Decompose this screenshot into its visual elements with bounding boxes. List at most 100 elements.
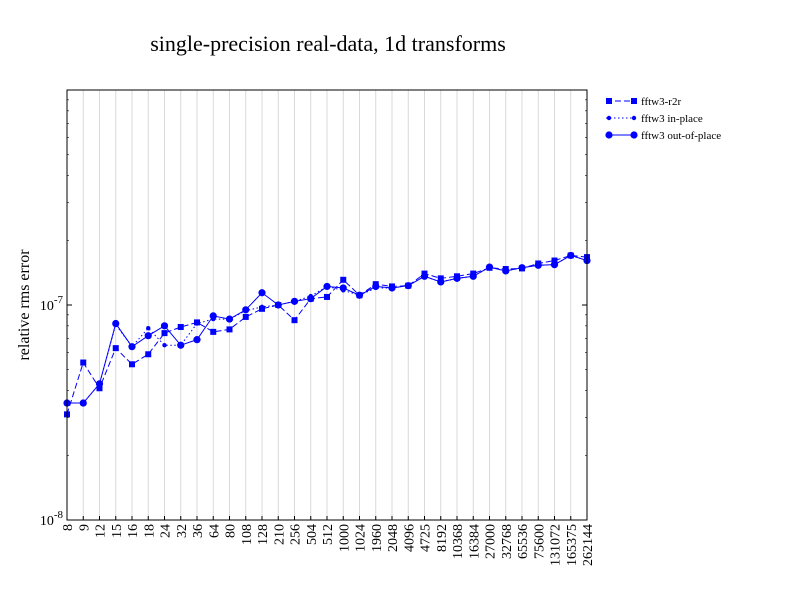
x-tick-label: 128	[256, 524, 271, 545]
data-point	[162, 343, 167, 348]
x-tick-label: 16	[126, 524, 141, 538]
legend-entry: fftw3 out-of-place	[605, 130, 721, 142]
data-point	[80, 359, 87, 366]
data-point	[324, 293, 330, 300]
series-2	[63, 251, 591, 407]
data-point	[161, 330, 168, 337]
data-point	[258, 289, 266, 297]
data-point	[95, 380, 104, 388]
data-series	[63, 251, 591, 418]
data-point	[388, 284, 396, 292]
x-tick-label: 504	[305, 524, 320, 545]
data-point	[144, 332, 152, 340]
data-point	[502, 267, 510, 275]
x-tick-label: 131072	[549, 524, 564, 566]
x-tick-label: 36	[191, 524, 206, 538]
data-point	[420, 272, 429, 280]
legend-marker	[631, 115, 637, 121]
data-point	[112, 319, 120, 328]
x-tick-label: 512	[321, 524, 336, 545]
data-point	[469, 272, 477, 280]
data-point	[372, 282, 380, 291]
legend-marker	[631, 98, 637, 104]
x-tick-label: 165375	[565, 524, 580, 566]
legend-marker	[606, 115, 612, 121]
x-tick-label: 1000	[337, 524, 352, 552]
legend-label: fftw3 in-place	[641, 113, 703, 125]
chart-title: single-precision real-data, 1d transform…	[150, 31, 506, 56]
data-point	[160, 322, 169, 330]
y-tick-label: 10-7	[40, 294, 64, 314]
data-point	[96, 385, 103, 392]
data-point	[567, 251, 575, 260]
data-point	[339, 284, 347, 292]
x-tick-label: 9	[77, 524, 92, 531]
data-point	[146, 325, 151, 331]
data-point	[485, 263, 494, 271]
x-tick-label: 1960	[370, 524, 385, 552]
data-point	[453, 274, 461, 282]
x-tick-label: 8192	[435, 524, 450, 552]
data-point	[259, 304, 265, 310]
x-tick-label: 27000	[484, 524, 499, 559]
data-point	[177, 341, 185, 349]
x-tick-label: 65536	[516, 524, 531, 559]
data-point	[226, 326, 233, 333]
data-point	[225, 315, 234, 323]
data-point	[242, 313, 249, 320]
data-point	[79, 399, 87, 407]
data-point	[550, 261, 559, 269]
x-tick-label: 4096	[402, 524, 417, 552]
x-tick-label: 24	[159, 524, 174, 538]
x-tick-label: 2048	[386, 524, 401, 552]
data-point	[194, 321, 200, 326]
legend-label: fftw3-r2r	[641, 96, 681, 108]
data-point	[209, 312, 217, 320]
x-tick-label: 210	[272, 524, 287, 545]
legend-marker	[606, 98, 612, 104]
x-tick-label: 12	[94, 524, 109, 538]
data-point	[129, 361, 135, 368]
data-point	[145, 351, 152, 358]
x-tick-label: 80	[224, 524, 239, 538]
data-point	[355, 291, 364, 299]
data-point	[323, 282, 331, 291]
x-tick-label: 18	[142, 524, 157, 538]
x-tick-label: 16384	[467, 524, 482, 559]
y-axis-label: relative rms error	[16, 249, 33, 361]
data-point	[242, 306, 250, 314]
x-tick-label: 75600	[532, 524, 547, 559]
data-point	[437, 278, 445, 286]
legend-marker	[630, 131, 638, 139]
x-tick-label: 32	[175, 524, 190, 538]
data-point	[307, 295, 315, 303]
y-tick-label: 10-8	[40, 509, 64, 529]
legend-marker	[605, 131, 613, 139]
x-tick-label: 10368	[451, 524, 466, 559]
data-point	[210, 328, 217, 335]
data-point	[340, 276, 347, 283]
data-point	[112, 345, 119, 352]
data-point	[290, 297, 299, 305]
legend: fftw3-r2r fftw3 in-place fftw3 out-of-plac…	[605, 96, 721, 142]
data-point	[404, 282, 412, 290]
data-point	[291, 317, 298, 324]
x-tick-label: 262144	[581, 524, 596, 566]
x-tick-label: 15	[110, 524, 125, 538]
data-point	[193, 336, 201, 344]
legend-entry: fftw3 in-place	[606, 113, 703, 125]
x-tick-label: 32768	[500, 524, 515, 559]
x-tick-label: 64	[207, 524, 222, 538]
data-point	[518, 264, 526, 272]
axes: 8 9 12 15 16 18 24 32 36 64 80 108 128 210 256 504 512 10…	[40, 99, 596, 566]
x-tick-label: 256	[289, 524, 304, 545]
data-point	[551, 257, 558, 264]
data-point	[177, 324, 184, 331]
x-tick-label: 8	[61, 524, 76, 531]
x-tick-label: 1024	[354, 524, 369, 552]
x-tick-label: 4725	[419, 524, 434, 552]
legend-entry: fftw3-r2r	[606, 96, 681, 108]
x-tick-label: 108	[240, 524, 255, 545]
data-point	[274, 301, 282, 309]
